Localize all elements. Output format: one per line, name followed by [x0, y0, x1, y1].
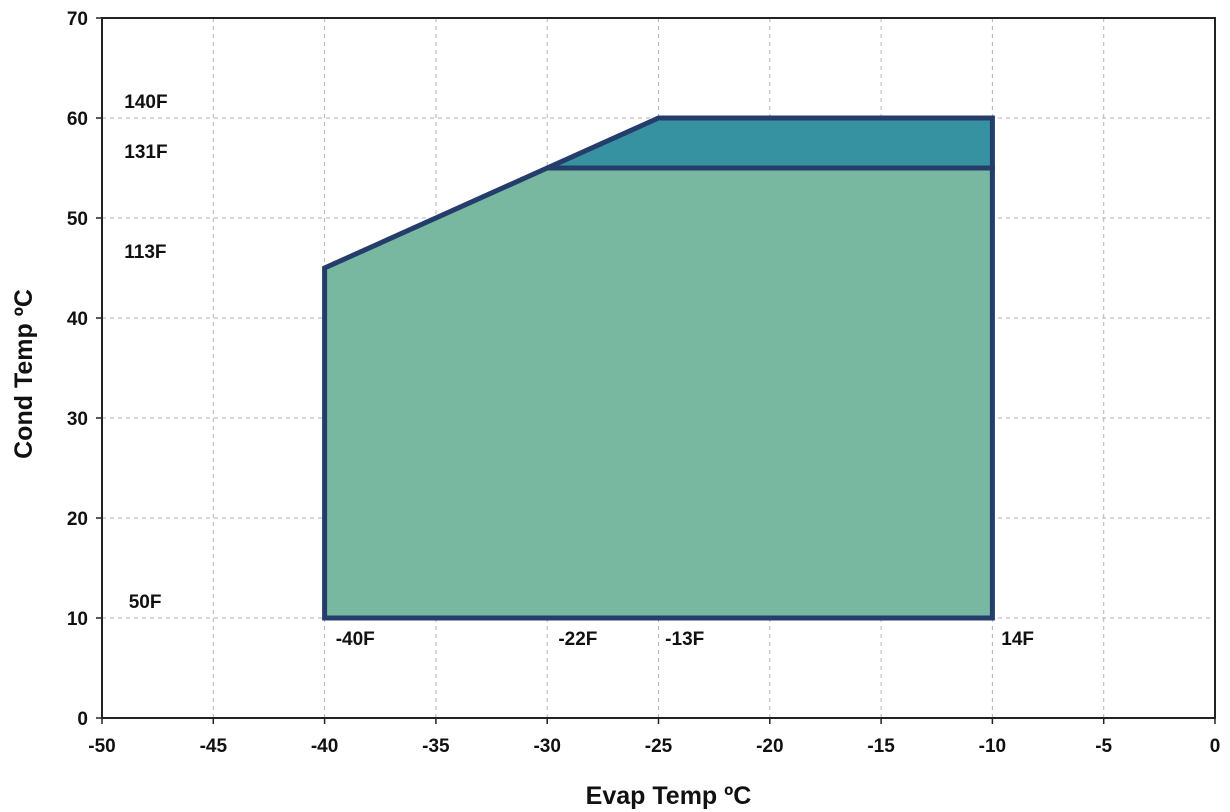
x-tick-label: -10 — [979, 736, 1006, 757]
temperature-annotation: 140F — [124, 92, 167, 113]
x-tick-label: -25 — [645, 736, 673, 757]
y-axis-title: Cond Temp ºC — [10, 289, 38, 459]
y-tick-label: 50 — [67, 209, 88, 230]
x-tick-label: -35 — [422, 736, 450, 757]
temperature-annotation: 50F — [129, 592, 162, 613]
temperature-annotation: 14F — [1001, 629, 1034, 650]
temperature-annotation: -22F — [558, 629, 597, 650]
temperature-annotation: 131F — [124, 142, 167, 163]
x-axis-title: Evap Temp ºC — [586, 782, 752, 810]
x-tick-label: -5 — [1095, 736, 1112, 757]
y-tick-label: 10 — [67, 609, 88, 630]
axis-ticks: -50 -45 -40 -35 -30 -25 -20 -15 -10 -5 00102030405… — [67, 9, 1220, 757]
y-tick-label: 60 — [67, 109, 88, 130]
x-tick-label: 0 — [1210, 736, 1221, 757]
envelope-region-2 — [547, 118, 993, 168]
x-tick-label: -50 — [88, 736, 115, 757]
y-tick-label: 70 — [67, 9, 88, 30]
x-tick-label: -15 — [867, 736, 895, 757]
x-tick-label: -45 — [200, 736, 228, 757]
y-tick-label: 30 — [67, 409, 88, 430]
envelope-region-outline-2 — [546, 115, 995, 171]
temperature-annotation: 113F — [124, 242, 166, 263]
y-tick-label: 0 — [77, 709, 88, 730]
envelope-region-1 — [324, 168, 993, 618]
temperature-annotation: -40F — [336, 629, 375, 650]
annotations: 140F 131F 113F 50F -40F -22F -13F 14F — [124, 92, 1034, 650]
temperature-annotation: -13F — [665, 629, 704, 650]
x-tick-label: -20 — [756, 736, 783, 757]
y-tick-label: 20 — [67, 509, 88, 530]
envelope-outlines — [322, 115, 995, 621]
x-tick-label: -40 — [311, 736, 338, 757]
y-tick-label: 40 — [67, 309, 88, 330]
envelope-regions — [324, 118, 993, 618]
x-tick-label: -30 — [533, 736, 560, 757]
